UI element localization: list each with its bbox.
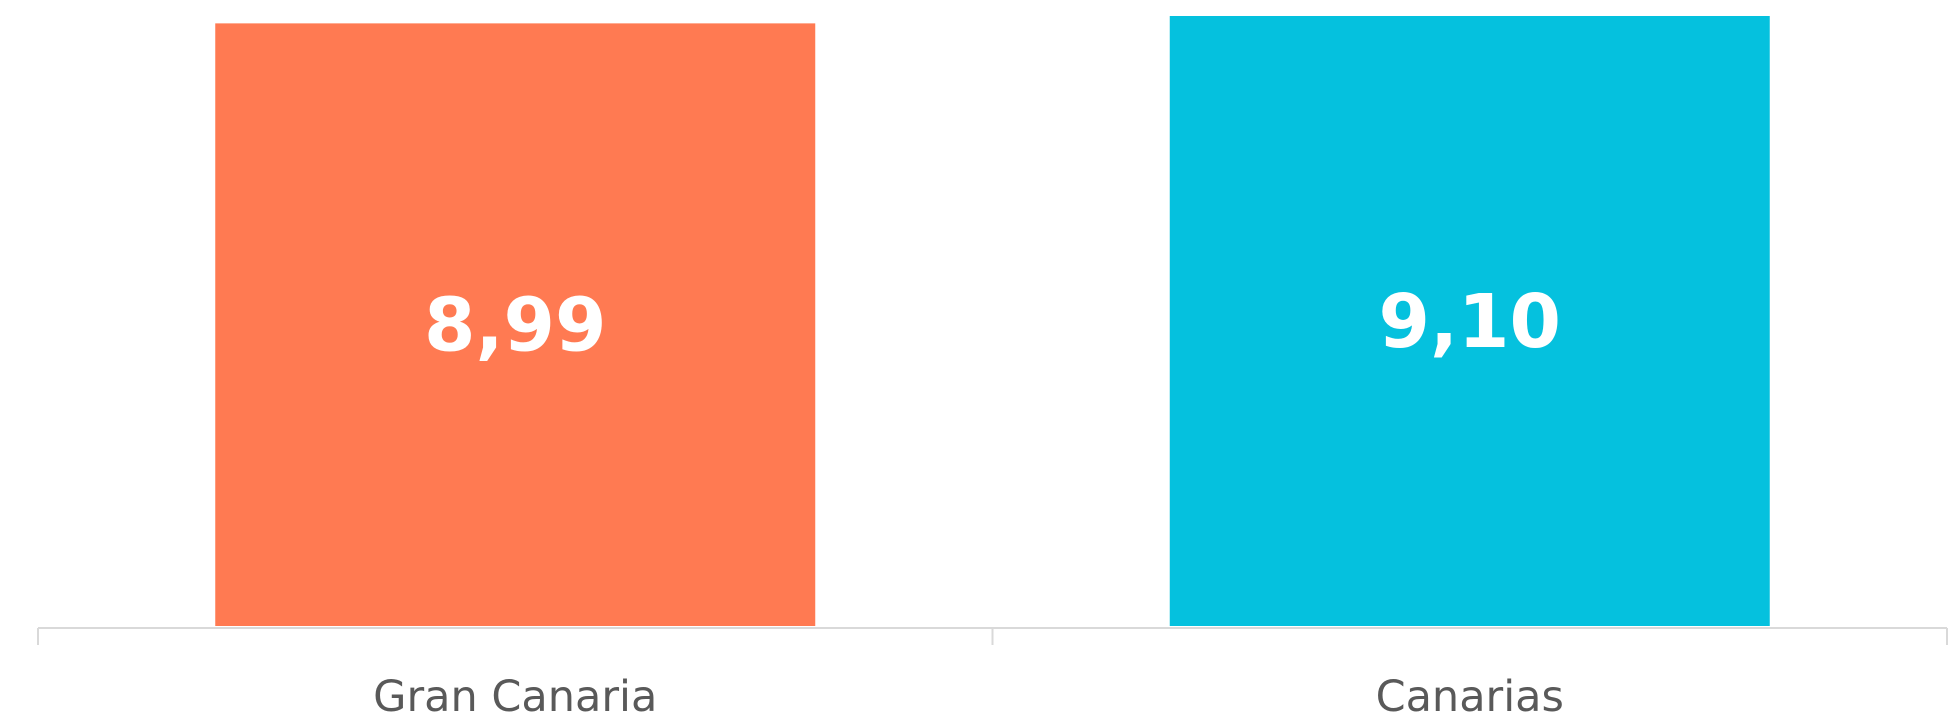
data-labels: 8,99 9,10 [424,279,1561,369]
x-axis [37,627,1948,645]
x-tick-labels: Gran Canaria Canarias [373,672,1564,721]
x-tick-label: Gran Canaria [373,672,657,721]
bar-canarias [1169,16,1770,626]
data-label: 9,10 [1378,279,1561,365]
x-tick-label: Canarias [1376,672,1564,721]
bars [215,16,1770,626]
bar-gran-canaria [215,23,816,626]
data-label: 8,99 [424,283,607,369]
